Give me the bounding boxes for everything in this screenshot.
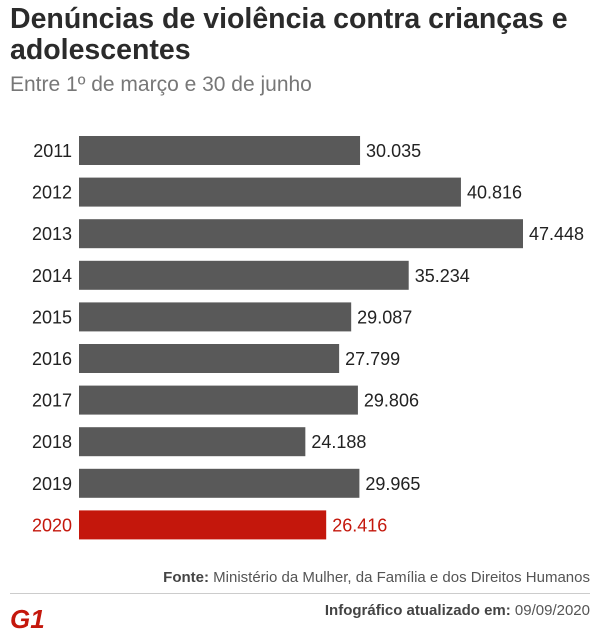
bar-2016 [79, 344, 340, 373]
value-label-2014: 35.234 [415, 266, 470, 286]
value-label-2017: 29.806 [364, 391, 419, 411]
bar-2019 [79, 468, 360, 498]
category-label-2018: 2018 [32, 432, 72, 452]
category-label-2020: 2020 [32, 515, 72, 535]
source-text: Ministério da Mulher, da Família e dos D… [213, 569, 590, 586]
category-label-2014: 2014 [32, 266, 72, 286]
category-label-2019: 2019 [32, 474, 72, 494]
value-label-2011: 30.035 [366, 141, 421, 161]
footer-divider [10, 593, 590, 594]
source-note: Fonte: Ministério da Mulher, da Família … [0, 568, 590, 588]
value-label-2012: 40.816 [467, 183, 522, 203]
value-label-2020: 26.416 [332, 515, 387, 535]
bar-2011 [79, 136, 361, 165]
g1-logo-text: G1 [10, 604, 45, 632]
updated-label: Infográfico atualizado em: [324, 602, 511, 619]
bar-2018 [79, 427, 306, 457]
bar-2012 [79, 177, 461, 207]
category-label-2016: 2016 [32, 349, 72, 369]
category-label-2015: 2015 [32, 307, 72, 327]
bar-2017 [79, 385, 358, 415]
category-label-2012: 2012 [32, 183, 72, 203]
value-label-2018: 24.188 [311, 432, 366, 452]
value-label-2015: 29.087 [357, 307, 412, 327]
value-label-2019: 29.965 [365, 474, 420, 494]
updated-note: Infográfico atualizado em: 09/09/2020 [0, 601, 590, 621]
chart-subtitle: Entre 1º de março e 30 de junho [10, 73, 312, 96]
category-label-2013: 2013 [32, 224, 72, 244]
bar-2020 [79, 510, 327, 540]
value-label-2013: 47.448 [529, 224, 584, 244]
category-label-2017: 2017 [32, 391, 72, 411]
bar-2015 [79, 302, 352, 332]
updated-date: 09/09/2020 [514, 602, 590, 619]
value-label-2016: 27.799 [345, 349, 400, 369]
g1-logo: G1 [10, 604, 45, 632]
chart-title: Denúncias de violência contra crianças e… [10, 3, 568, 66]
source-label: Fonte: [163, 569, 209, 586]
bar-2014 [79, 260, 409, 290]
bar-2013 [79, 219, 523, 249]
bar-chart: 2011 30.035 2012 40.816 2013 47.448 2014 35.234… [32, 136, 584, 540]
category-label-2011: 2011 [33, 141, 72, 161]
